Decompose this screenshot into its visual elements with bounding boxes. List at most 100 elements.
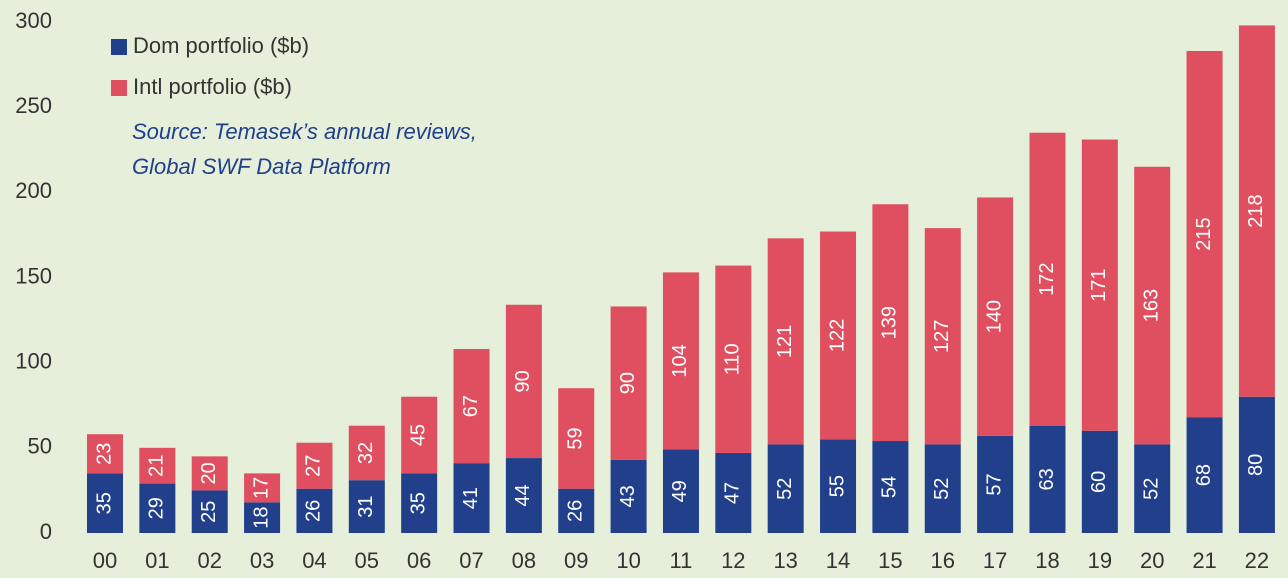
bar-segment — [87, 473, 123, 533]
x-tick-label: 04 — [302, 548, 326, 573]
bar-segment — [558, 488, 595, 533]
data-label: 25 — [198, 501, 220, 523]
x-tick-label: 05 — [355, 548, 379, 573]
y-tick-label: 250 — [15, 93, 52, 118]
bar-segment — [820, 439, 857, 533]
data-label: 27 — [303, 455, 325, 477]
bar-segment — [1029, 132, 1066, 426]
legend-swatch — [111, 80, 127, 96]
bar-segment — [453, 349, 490, 464]
data-label: 90 — [512, 370, 534, 392]
x-tick-label: 10 — [616, 548, 640, 573]
data-label: 52 — [931, 478, 953, 500]
bar-segment — [977, 197, 1014, 436]
data-label: 67 — [460, 395, 482, 417]
legend-swatch — [111, 39, 127, 55]
legend-label: Dom portfolio ($b) — [133, 33, 309, 58]
y-tick-label: 100 — [15, 348, 52, 373]
data-label: 35 — [93, 492, 115, 514]
y-tick-label: 150 — [15, 263, 52, 288]
data-label: 49 — [669, 480, 691, 502]
y-tick-label: 0 — [40, 519, 52, 544]
bar-segment — [872, 441, 909, 533]
bar-segment — [296, 442, 333, 489]
bar-segment — [715, 265, 752, 453]
x-tick-label: 09 — [564, 548, 588, 573]
bar-segment — [924, 228, 961, 445]
data-label: 90 — [617, 372, 639, 394]
x-tick-label: 08 — [512, 548, 536, 573]
data-label: 172 — [1036, 263, 1058, 296]
data-label: 140 — [983, 300, 1005, 333]
bar-segment — [1134, 444, 1171, 533]
data-label: 63 — [1036, 468, 1058, 490]
data-label: 41 — [460, 487, 482, 509]
x-tick-label: 00 — [93, 548, 117, 573]
data-label: 29 — [146, 497, 168, 519]
bar-segment — [924, 444, 961, 533]
data-label: 215 — [1193, 217, 1215, 250]
bar-segment — [767, 238, 804, 445]
y-tick-label: 300 — [15, 8, 52, 33]
x-tick-label: 12 — [721, 548, 745, 573]
bar-segment — [715, 452, 752, 533]
bar-segment — [1081, 430, 1118, 533]
bar-segment — [610, 459, 647, 533]
bar-segment — [139, 483, 176, 533]
bar-segment — [505, 458, 542, 533]
data-label: 52 — [774, 478, 796, 500]
x-tick-label: 21 — [1192, 548, 1216, 573]
data-label: 26 — [565, 500, 587, 522]
x-tick-label: 18 — [1035, 548, 1059, 573]
data-label: 60 — [1088, 471, 1110, 493]
bar-segment — [977, 435, 1014, 533]
data-label: 218 — [1245, 194, 1267, 227]
x-tick-label: 01 — [145, 548, 169, 573]
data-label: 104 — [669, 344, 691, 377]
bar-segment — [139, 447, 176, 484]
x-tick-label: 07 — [459, 548, 483, 573]
legend-label: Intl portfolio ($b) — [133, 74, 292, 99]
bar-segment — [1029, 425, 1066, 533]
bar-segment — [662, 272, 699, 450]
bar-segment — [348, 425, 385, 481]
bar-segment — [610, 306, 647, 460]
data-label: 20 — [198, 462, 220, 484]
bar-segment — [191, 490, 228, 533]
data-label: 18 — [250, 507, 272, 529]
data-label: 59 — [565, 427, 587, 449]
data-label: 122 — [826, 319, 848, 352]
data-label: 44 — [512, 484, 534, 506]
x-tick-label: 22 — [1245, 548, 1269, 573]
data-label: 26 — [303, 500, 325, 522]
data-label: 43 — [617, 485, 639, 507]
data-label: 32 — [355, 442, 377, 464]
x-tick-label: 02 — [197, 548, 221, 573]
data-label: 68 — [1193, 464, 1215, 486]
data-label: 171 — [1088, 268, 1110, 301]
x-tick-label: 20 — [1140, 548, 1164, 573]
x-tick-label: 11 — [670, 548, 693, 573]
y-tick-label: 50 — [28, 434, 52, 459]
x-tick-label: 17 — [983, 548, 1007, 573]
bar-segment — [1238, 25, 1275, 397]
data-label: 110 — [722, 343, 744, 375]
x-tick-label: 13 — [773, 548, 797, 573]
bar-segment — [1186, 417, 1223, 533]
bar-segment — [1238, 396, 1275, 533]
bar-segment — [401, 396, 438, 474]
data-label: 45 — [407, 424, 429, 446]
data-label: 23 — [93, 443, 115, 465]
y-tick-label: 200 — [15, 178, 52, 203]
data-label: 52 — [1140, 478, 1162, 500]
data-label: 54 — [879, 476, 901, 498]
data-label: 127 — [931, 320, 953, 353]
data-label: 139 — [879, 306, 901, 339]
bar-segment — [1081, 139, 1118, 431]
data-label: 17 — [250, 477, 272, 499]
data-label: 31 — [355, 495, 377, 517]
data-label: 80 — [1245, 454, 1267, 476]
x-tick-label: 06 — [407, 548, 431, 573]
bar-segment — [348, 480, 385, 533]
